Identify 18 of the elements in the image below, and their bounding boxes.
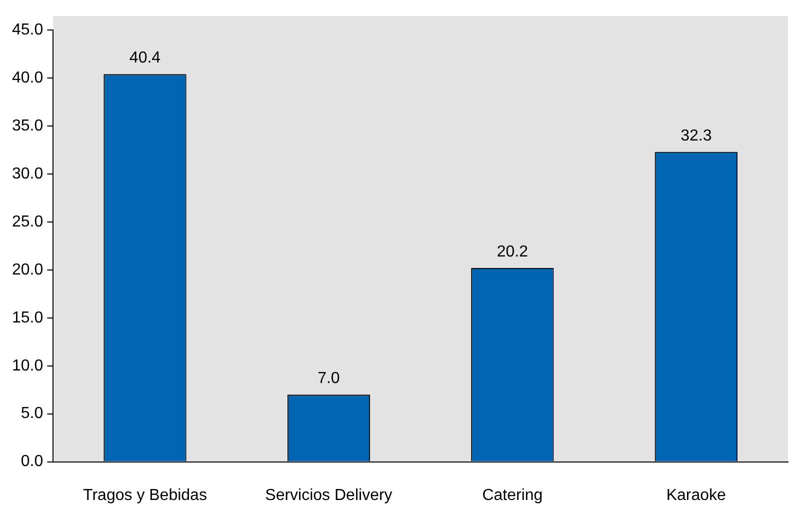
y-tick-label: 5.0 (20, 405, 44, 422)
x-tick-label: Tragos y Bebidas (83, 486, 207, 504)
y-tick-label: 10.0 (12, 357, 44, 374)
y-tick-label: 25.0 (12, 213, 44, 230)
y-tick-label: 40.0 (12, 69, 44, 86)
data-label: 32.3 (680, 127, 712, 144)
x-tick-label: Catering (482, 486, 543, 504)
y-tick-label: 15.0 (12, 309, 44, 326)
y-tick-label: 45.0 (12, 21, 44, 38)
data-label: 40.4 (129, 50, 161, 67)
y-tick-label: 35.0 (12, 117, 44, 134)
x-tick-label: Servicios Delivery (265, 486, 392, 504)
y-tick-label: 30.0 (12, 165, 44, 182)
y-tick-label: 20.0 (12, 261, 44, 278)
data-label: 7.0 (318, 370, 340, 388)
x-tick-label: Karaoke (666, 486, 726, 504)
data-label: 20.2 (496, 243, 528, 260)
y-tick-label: 0.0 (20, 453, 44, 470)
